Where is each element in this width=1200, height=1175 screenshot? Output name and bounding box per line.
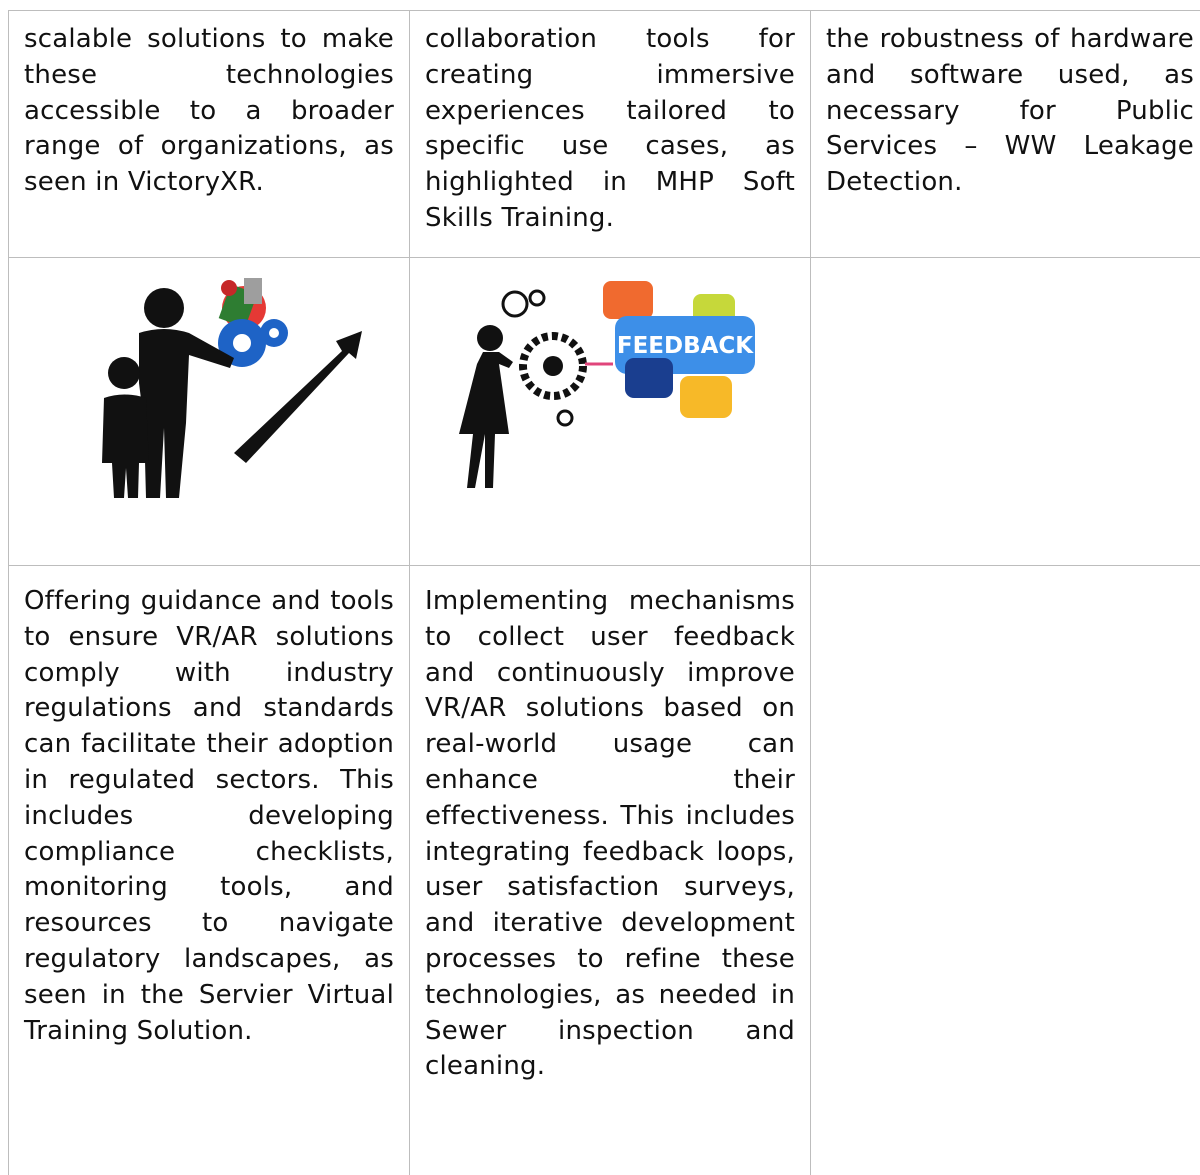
cell-text: the robustness of hardware and software …	[826, 24, 1194, 198]
table-cell: FEEDBACK	[409, 257, 810, 565]
cell-text: Offering guidance and tools to ensure VR…	[24, 586, 394, 1046]
cell-text: scalable solutions to make these technol…	[24, 24, 394, 198]
table-cell	[810, 565, 1200, 1175]
table-cell: scalable solutions to make these technol…	[8, 10, 409, 257]
table-cell	[8, 257, 409, 565]
table-cell: Implementing mechanisms to collect user …	[409, 565, 810, 1175]
feedback-illustration: FEEDBACK	[459, 281, 755, 488]
feedback-label: FEEDBACK	[617, 333, 754, 359]
cell-text: Implementing mechanisms to collect user …	[425, 586, 795, 1082]
growth-illustration	[102, 278, 362, 498]
table-cell: Offering guidance and tools to ensure VR…	[8, 565, 409, 1175]
table-cell: the robustness of hardware and software …	[810, 10, 1200, 257]
table-cell	[810, 257, 1200, 565]
cell-text: collaboration tools for creating immersi…	[425, 24, 795, 233]
table-cell: collaboration tools for creating immersi…	[409, 10, 810, 257]
